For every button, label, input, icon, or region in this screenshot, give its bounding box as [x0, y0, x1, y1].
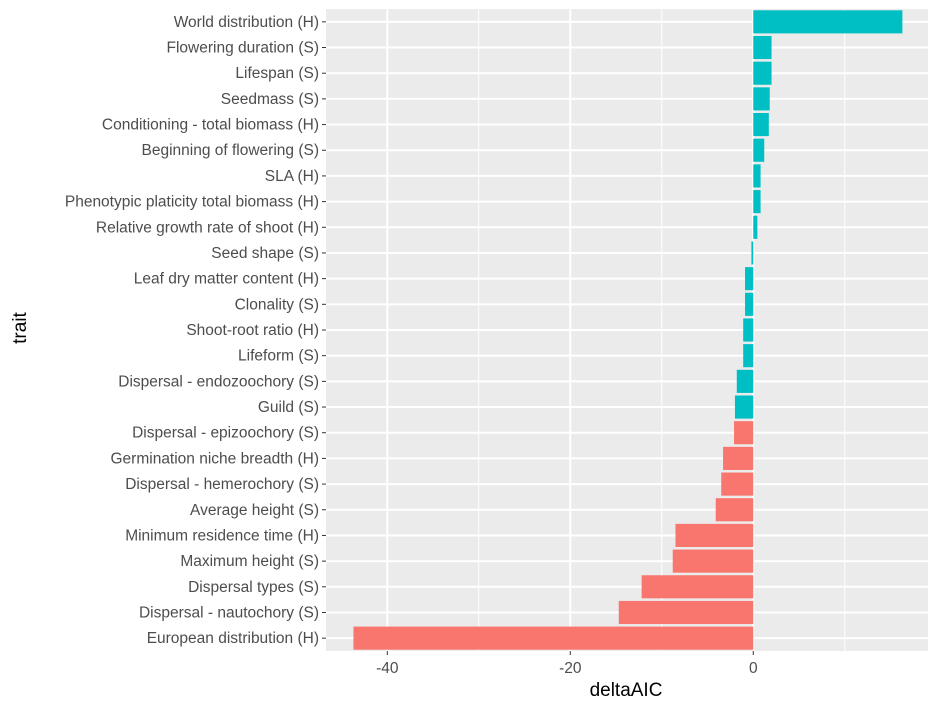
bar — [734, 421, 754, 445]
x-axis-title: deltaAIC — [590, 680, 663, 701]
y-tick-label: Dispersal - nautochory (S) — [139, 604, 319, 621]
bar — [753, 35, 772, 60]
y-tick-label: Dispersal - hemerochory (S) — [125, 476, 319, 493]
x-tick-label: 0 — [749, 660, 758, 677]
y-axis-title: trait — [10, 311, 31, 343]
bar — [751, 241, 754, 265]
y-tick-label: Flowering duration (S) — [167, 40, 319, 57]
y-tick-label: World distribution (H) — [174, 14, 319, 31]
y-tick-label: Shoot-root ratio (H) — [186, 322, 319, 339]
bar — [753, 190, 761, 214]
y-tick-label: Seedmass (S) — [221, 91, 319, 108]
bar — [753, 113, 769, 137]
y-tick-label: European distribution (H) — [147, 630, 319, 647]
bar — [753, 61, 772, 85]
bar — [723, 446, 754, 470]
y-tick-label: Leaf dry matter content (H) — [134, 271, 319, 288]
y-tick-label: Dispersal types (S) — [188, 579, 319, 596]
y-tick-label: Dispersal - endozoochory (S) — [118, 373, 319, 390]
y-tick-label: Seed shape (S) — [211, 245, 319, 262]
y-tick-label: Beginning of flowering (S) — [142, 142, 320, 159]
bar — [745, 292, 754, 316]
y-tick-label: Germination niche breadth (H) — [111, 450, 320, 467]
bar — [753, 10, 903, 34]
major-gridlines — [326, 9, 928, 651]
y-tick-label: Lifespan (S) — [235, 65, 319, 82]
y-tick-label: Phenotypic platicity total biomass (H) — [65, 194, 319, 211]
bar — [672, 549, 754, 573]
x-tick-label: -20 — [559, 660, 582, 677]
x-tick-label: -40 — [376, 660, 399, 677]
y-axis: World distribution (H) Flowering duration… — [65, 14, 326, 647]
x-axis: -40 -20 0 — [376, 651, 758, 677]
bars — [353, 10, 903, 650]
y-tick-label: Average height (S) — [190, 502, 319, 519]
bar — [618, 600, 754, 625]
bar — [753, 164, 761, 188]
bar — [753, 215, 758, 239]
y-tick-label: Minimum residence time (H) — [125, 527, 319, 544]
y-tick-label: Dispersal - epizoochory (S) — [132, 425, 319, 442]
bar — [721, 472, 754, 496]
y-tick-label: SLA (H) — [265, 168, 319, 185]
bar — [353, 626, 754, 650]
bar — [743, 318, 754, 342]
bar — [736, 369, 754, 393]
y-tick-label: Guild (S) — [258, 399, 319, 416]
y-tick-label: Lifeform (S) — [238, 348, 319, 365]
bar — [715, 498, 754, 522]
bar — [743, 344, 754, 368]
y-tick-label: Maximum height (S) — [180, 553, 319, 570]
y-tick-label: Relative growth rate of shoot (H) — [96, 219, 319, 236]
y-tick-label: Clonality (S) — [235, 296, 319, 313]
y-tick-label: Conditioning - total biomass (H) — [102, 117, 319, 134]
bar — [641, 575, 754, 599]
bar — [745, 267, 754, 291]
bar — [675, 523, 754, 547]
bar — [734, 395, 754, 419]
bar — [753, 87, 770, 111]
bar — [753, 138, 765, 162]
